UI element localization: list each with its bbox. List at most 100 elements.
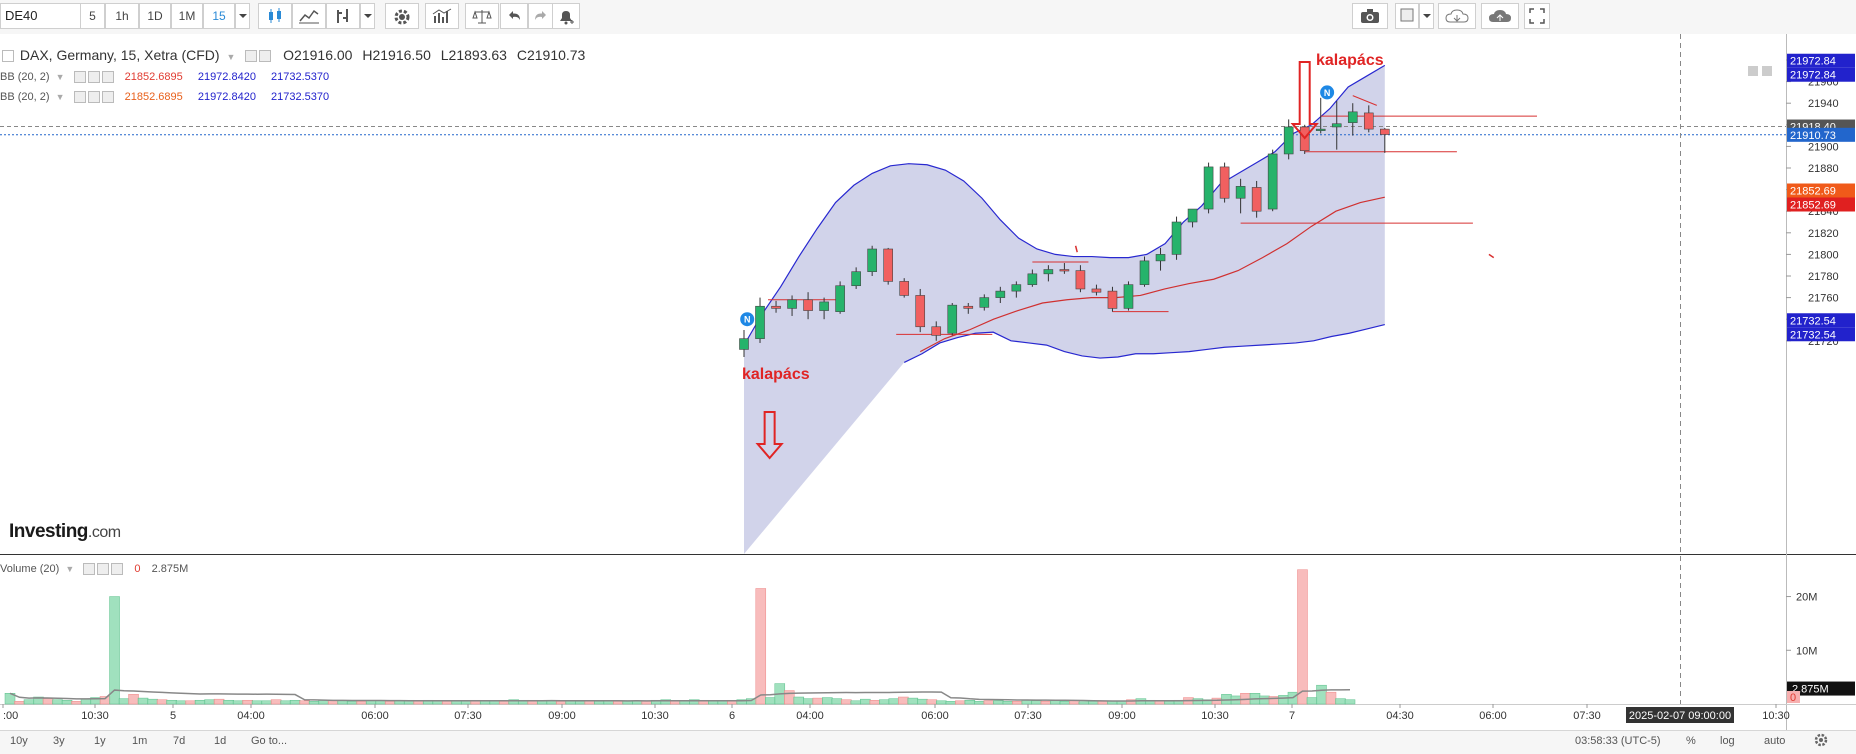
price-chart[interactable]: NN21720217402176021780218002182021840218… xyxy=(0,34,1856,730)
price-badge xyxy=(1787,67,1855,82)
undo-button[interactable] xyxy=(500,3,528,29)
gear-icon[interactable] xyxy=(87,91,100,104)
volume-bar xyxy=(974,701,985,705)
annotation-label-left: kalapács xyxy=(742,366,810,383)
chevron-down-icon[interactable]: ▼ xyxy=(65,564,75,574)
chevron-down-icon[interactable]: ▼ xyxy=(55,72,65,82)
chart-background xyxy=(0,34,1856,730)
chevron-down-icon[interactable]: ▼ xyxy=(55,92,65,102)
range-1m[interactable]: 1m xyxy=(132,735,148,747)
time-cursor-label: 2025-02-07 09:00:00 xyxy=(1629,710,1731,722)
log-toggle[interactable]: log xyxy=(1720,735,1735,747)
interval-1m-button[interactable]: 1M xyxy=(171,3,203,29)
candle-body xyxy=(1187,208,1198,223)
interval-1d-button[interactable]: 1D xyxy=(139,3,171,29)
clock-text: 03:58:33 (UTC-5) xyxy=(1575,735,1661,747)
settings-icon[interactable] xyxy=(1814,733,1828,750)
annotation-label-right: kalapács xyxy=(1316,52,1384,69)
eye-icon[interactable] xyxy=(245,50,258,63)
volume-bar xyxy=(280,700,291,705)
interval-1h-button[interactable]: 1h xyxy=(105,3,139,29)
volume-bar xyxy=(1069,700,1080,705)
range-3y[interactable]: 3y xyxy=(53,735,65,747)
interval-15-button[interactable]: 15 xyxy=(203,3,235,29)
candle-body xyxy=(1139,260,1150,285)
candle-body xyxy=(1283,126,1294,155)
bb-label: BB (20, 2) xyxy=(0,91,50,103)
chevron-down-icon xyxy=(238,14,247,18)
volume-bar xyxy=(964,699,976,705)
volume-bar xyxy=(936,700,947,705)
candle-body xyxy=(1123,284,1134,309)
candle-body xyxy=(787,299,797,309)
close-value: C21910.73 xyxy=(516,47,586,63)
candles-style-button[interactable] xyxy=(258,3,292,29)
axis-control-icon xyxy=(1748,66,1758,76)
volume-bar xyxy=(118,698,130,705)
candle-body xyxy=(1363,112,1374,130)
line-style-button[interactable] xyxy=(292,3,326,29)
indicators-button[interactable] xyxy=(425,3,459,29)
alert-button[interactable] xyxy=(552,3,580,29)
volume-bar xyxy=(955,700,966,705)
close-icon[interactable] xyxy=(101,71,114,84)
layout-button[interactable] xyxy=(1395,3,1419,29)
volume-bar xyxy=(993,700,1004,705)
range-7d[interactable]: 7d xyxy=(173,735,186,747)
news-marker-letter: N xyxy=(1324,88,1331,98)
cloud-save-button[interactable] xyxy=(1481,3,1519,29)
price-badge xyxy=(1787,197,1855,212)
auto-toggle[interactable]: auto xyxy=(1764,735,1786,747)
layout-dropdown[interactable] xyxy=(1419,3,1434,29)
chart-style-dropdown[interactable] xyxy=(360,3,375,29)
candle-body xyxy=(1251,187,1262,212)
collapse-legend-icon[interactable] xyxy=(2,50,14,63)
time-cursor-badge xyxy=(1626,707,1734,723)
gear-icon[interactable] xyxy=(259,50,272,63)
gear-icon[interactable] xyxy=(87,71,100,84)
symbol-input[interactable]: DE40 xyxy=(0,3,92,29)
close-icon[interactable] xyxy=(101,91,114,104)
volume-bar xyxy=(498,701,510,705)
go-to-button[interactable]: Go to... xyxy=(251,735,288,747)
bars-style-button[interactable] xyxy=(326,3,360,29)
interval-5-button[interactable]: 5 xyxy=(80,3,105,29)
fullscreen-button[interactable] xyxy=(1524,3,1550,29)
candle-body xyxy=(1155,254,1166,262)
redo-button[interactable] xyxy=(528,3,554,29)
settings-button[interactable] xyxy=(385,3,419,29)
candlestick-icon xyxy=(269,8,281,23)
volume-bar xyxy=(593,701,605,705)
eye-icon[interactable] xyxy=(73,91,86,104)
bb-mid-value: 21852.6895 xyxy=(124,71,183,83)
fullscreen-icon xyxy=(1529,8,1545,24)
volume-bar xyxy=(61,699,73,705)
time-tick-label: 7 xyxy=(1289,710,1295,722)
price-badge xyxy=(1787,313,1855,328)
news-marker-icon xyxy=(1320,85,1335,100)
interval-dropdown[interactable] xyxy=(235,3,250,29)
instrument-name: DAX, Germany, 15, Xetra (CFD) xyxy=(19,47,220,63)
volume-bar xyxy=(612,701,624,705)
gear-icon[interactable] xyxy=(97,563,110,576)
layout-square-icon xyxy=(1400,8,1414,22)
volume-bar xyxy=(822,697,833,705)
snapshot-button[interactable] xyxy=(1352,3,1388,29)
volume-bar xyxy=(755,588,767,705)
eye-icon[interactable] xyxy=(73,71,86,84)
range-1y[interactable]: 1y xyxy=(94,735,106,747)
price-tick-label: 21780 xyxy=(1808,271,1839,283)
close-icon[interactable] xyxy=(111,563,124,576)
price-badge-label: 21852.69 xyxy=(1790,199,1836,211)
cloud-load-button[interactable] xyxy=(1438,3,1476,29)
top-toolbar: DE40 5 1h 1D 1M 15 xyxy=(0,0,1856,35)
price-badge xyxy=(1787,127,1855,142)
compare-button[interactable] xyxy=(465,3,499,29)
volume-bar xyxy=(270,699,282,705)
range-10y[interactable]: 10y xyxy=(10,735,28,747)
eye-icon[interactable] xyxy=(83,563,96,576)
percent-toggle[interactable]: % xyxy=(1686,735,1696,747)
chevron-down-icon[interactable]: ▼ xyxy=(226,52,236,62)
candle-body xyxy=(1027,273,1038,285)
range-1d[interactable]: 1d xyxy=(214,735,227,747)
